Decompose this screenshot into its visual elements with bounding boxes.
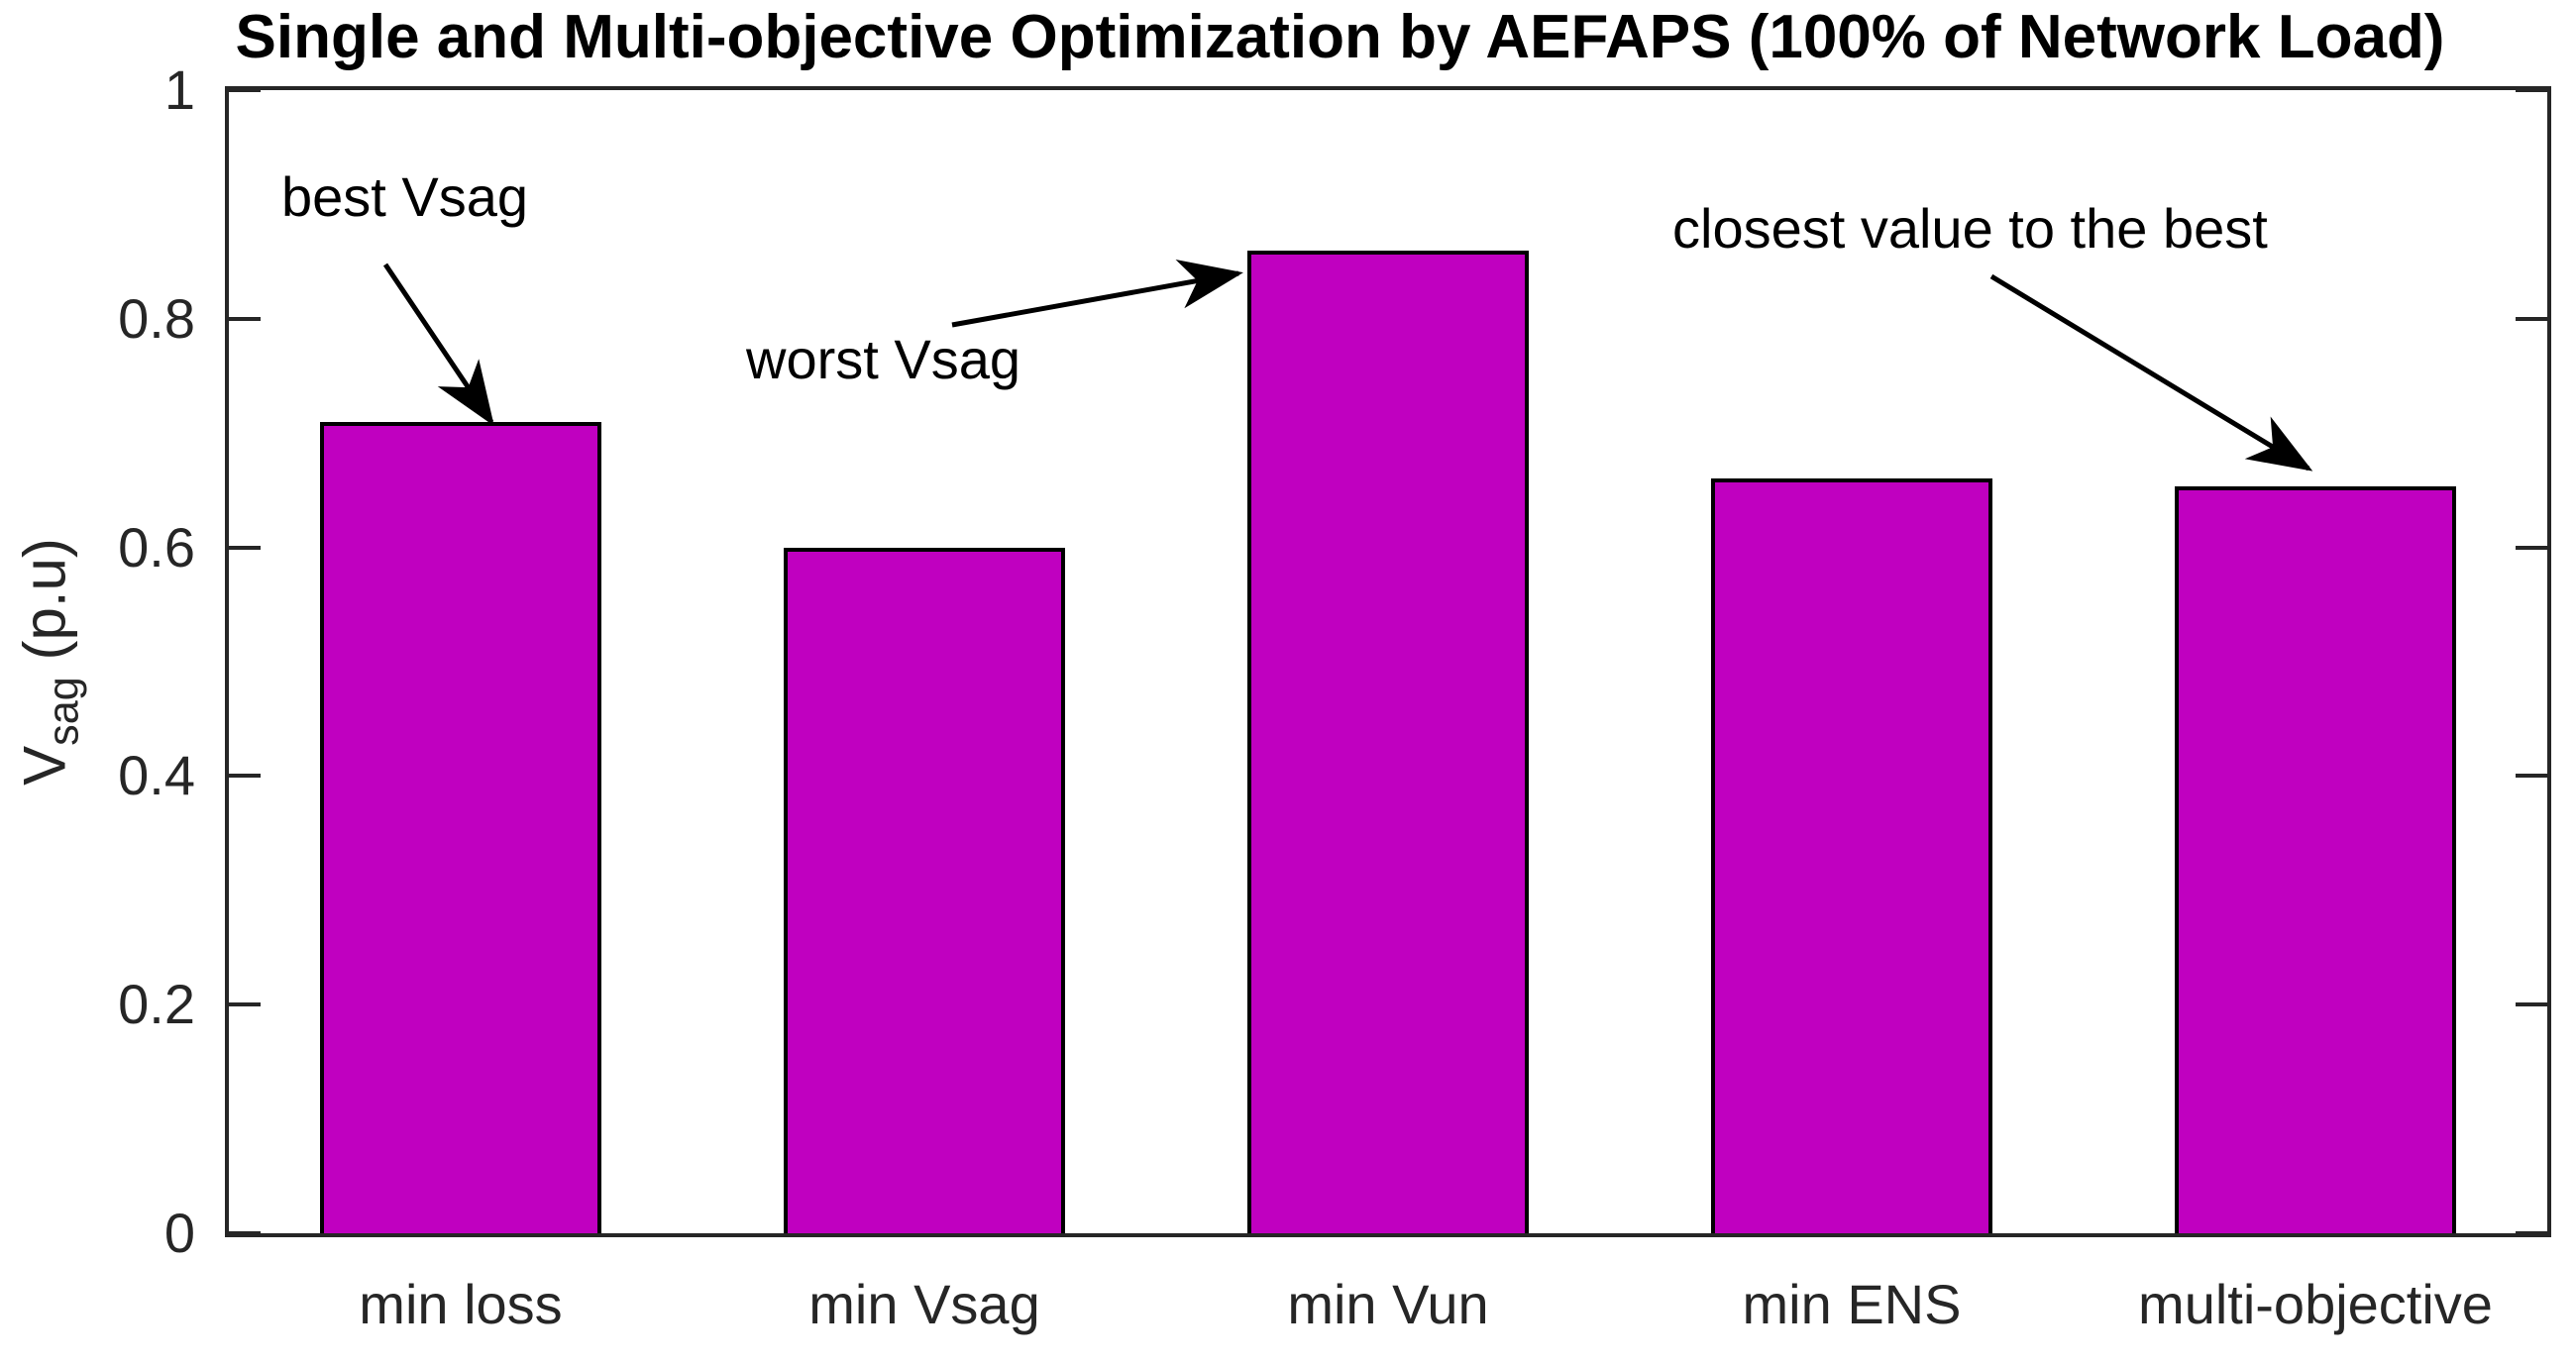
y-tick-mark xyxy=(2516,774,2547,779)
y-tick-mark xyxy=(2516,1231,2547,1235)
y-tick-label: 0.2 xyxy=(118,973,195,1035)
y-tick-mark xyxy=(229,1231,261,1235)
annotation-text-2: worst Vsag xyxy=(746,328,1020,390)
bar-multi-objective xyxy=(2175,486,2456,1233)
y-axis-label: Vsag (p.u) xyxy=(0,86,109,1237)
y-tick-mark xyxy=(2516,1002,2547,1007)
x-tick-label-min-vsag: min Vsag xyxy=(808,1273,1040,1335)
y-tick-label: 0.6 xyxy=(118,516,195,578)
y-tick-mark xyxy=(229,316,261,321)
y-tick-mark xyxy=(2516,545,2547,550)
annotation-text-3: closest value to the best xyxy=(1672,197,2268,260)
y-tick-label: 1 xyxy=(163,58,195,121)
y-tick-mark xyxy=(229,774,261,779)
y-tick-mark xyxy=(2516,316,2547,321)
y-tick-label: 0 xyxy=(163,1202,195,1264)
y-tick-label: 0.4 xyxy=(118,744,195,806)
y-tick-mark xyxy=(229,1002,261,1007)
y-axis-label-sub: sag xyxy=(40,677,88,746)
y-tick-mark xyxy=(229,545,261,550)
bar-min-vsag xyxy=(784,548,1065,1233)
bar-min-vun xyxy=(1247,251,1529,1233)
chart-title: Single and Multi-objective Optimization … xyxy=(235,3,2445,71)
bar-min-loss xyxy=(320,422,601,1233)
y-tick-mark xyxy=(2516,88,2547,92)
y-tick-label: 0.8 xyxy=(118,287,195,350)
y-tick-mark xyxy=(229,88,261,92)
bar-min-ens xyxy=(1711,478,1992,1233)
annotation-text-1: best Vsag xyxy=(281,165,529,228)
x-tick-label-multi-objective: multi-objective xyxy=(2138,1273,2493,1335)
x-tick-label-min-ens: min ENS xyxy=(1742,1273,1962,1335)
x-tick-label-min-loss: min loss xyxy=(359,1273,563,1335)
x-tick-label-min-vun: min Vun xyxy=(1287,1273,1489,1335)
